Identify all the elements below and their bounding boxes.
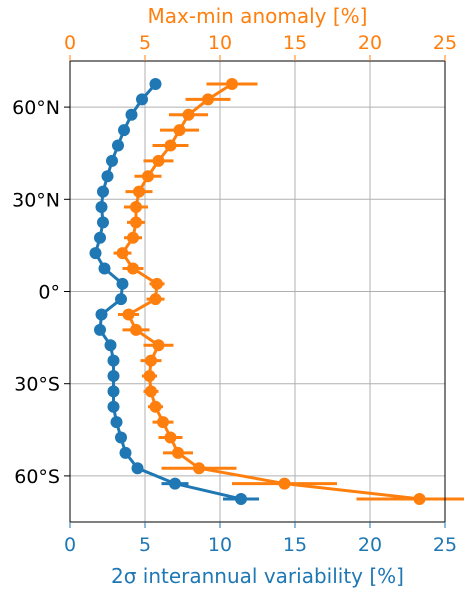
data-point bbox=[131, 462, 144, 475]
series-1 bbox=[89, 78, 259, 505]
data-point bbox=[95, 200, 108, 213]
data-point bbox=[98, 262, 111, 275]
data-point bbox=[193, 462, 205, 475]
data-point bbox=[133, 185, 145, 198]
y-tick-label: 0° bbox=[38, 282, 60, 304]
data-point bbox=[145, 385, 157, 398]
data-point bbox=[104, 339, 117, 352]
data-point bbox=[130, 216, 142, 229]
top-axis-title: Max-min anomaly [%] bbox=[148, 4, 368, 28]
y-tick-label: 30°N bbox=[12, 189, 60, 211]
data-point bbox=[164, 139, 177, 152]
data-point bbox=[202, 93, 214, 106]
top-tick-label: 0 bbox=[64, 32, 76, 54]
data-point bbox=[152, 154, 165, 167]
series-1-line bbox=[94, 83, 242, 501]
bottom-tick-label: 15 bbox=[283, 534, 307, 556]
data-point bbox=[118, 124, 130, 137]
data-point bbox=[127, 262, 139, 275]
data-point bbox=[413, 492, 426, 505]
data-point bbox=[278, 477, 291, 490]
data-point bbox=[145, 354, 157, 367]
data-point bbox=[149, 78, 162, 91]
data-point bbox=[115, 431, 127, 444]
top-tick-label: 25 bbox=[433, 32, 457, 54]
data-point bbox=[110, 416, 123, 429]
data-point bbox=[164, 431, 177, 444]
data-point bbox=[157, 416, 169, 429]
data-point bbox=[136, 93, 148, 106]
data-point bbox=[112, 139, 124, 152]
data-point bbox=[95, 308, 108, 321]
data-point bbox=[152, 339, 165, 352]
y-tick-label: 60°N bbox=[12, 97, 60, 119]
data-point bbox=[143, 370, 156, 383]
top-tick-label: 5 bbox=[139, 32, 151, 54]
data-point bbox=[130, 323, 142, 336]
data-point bbox=[116, 277, 129, 290]
data-point bbox=[226, 78, 238, 91]
data-point bbox=[173, 124, 186, 137]
axis-ticks: 0 5 10 15 20 25 0 5 10 15 20 25 60°N 30°N 0° 30°S 60°S bbox=[12, 32, 457, 556]
data-point bbox=[182, 108, 195, 121]
data-point bbox=[122, 308, 135, 321]
bottom-tick-label: 25 bbox=[433, 534, 457, 556]
bottom-tick-label: 20 bbox=[358, 534, 382, 556]
top-tick-label: 20 bbox=[358, 32, 382, 54]
data-point bbox=[119, 446, 132, 459]
bottom-tick-label: 10 bbox=[208, 534, 232, 556]
bottom-tick-label: 5 bbox=[139, 534, 151, 556]
gridlines bbox=[69, 61, 446, 522]
data-point bbox=[142, 170, 154, 183]
data-point bbox=[106, 154, 118, 167]
top-tick-label: 15 bbox=[283, 32, 307, 54]
data-point bbox=[130, 200, 142, 213]
data-point bbox=[107, 354, 120, 367]
data-point bbox=[116, 247, 129, 260]
data-point bbox=[169, 477, 181, 490]
data-point bbox=[94, 231, 106, 244]
data-point bbox=[125, 108, 138, 121]
data-point bbox=[94, 323, 106, 336]
series-layer bbox=[89, 78, 464, 505]
bottom-tick-label: 0 bbox=[64, 534, 76, 556]
top-tick-label: 10 bbox=[208, 32, 232, 54]
data-point bbox=[151, 277, 163, 290]
bottom-axis-title: 2σ interannual variability [%] bbox=[111, 564, 404, 588]
series-2 bbox=[113, 78, 464, 505]
data-point bbox=[149, 400, 162, 413]
data-point bbox=[127, 231, 139, 244]
data-point bbox=[172, 446, 184, 459]
y-tick-label: 60°S bbox=[14, 466, 60, 488]
data-point bbox=[115, 293, 127, 306]
data-point bbox=[107, 385, 120, 398]
data-point bbox=[235, 492, 247, 505]
data-point bbox=[149, 293, 162, 306]
data-point bbox=[101, 170, 114, 183]
data-point bbox=[107, 370, 120, 383]
data-point bbox=[107, 400, 120, 413]
data-point bbox=[89, 247, 102, 260]
y-tick-label: 30°S bbox=[14, 374, 60, 396]
data-point bbox=[97, 185, 109, 198]
series-2-line bbox=[121, 82, 420, 501]
data-point bbox=[97, 216, 109, 229]
